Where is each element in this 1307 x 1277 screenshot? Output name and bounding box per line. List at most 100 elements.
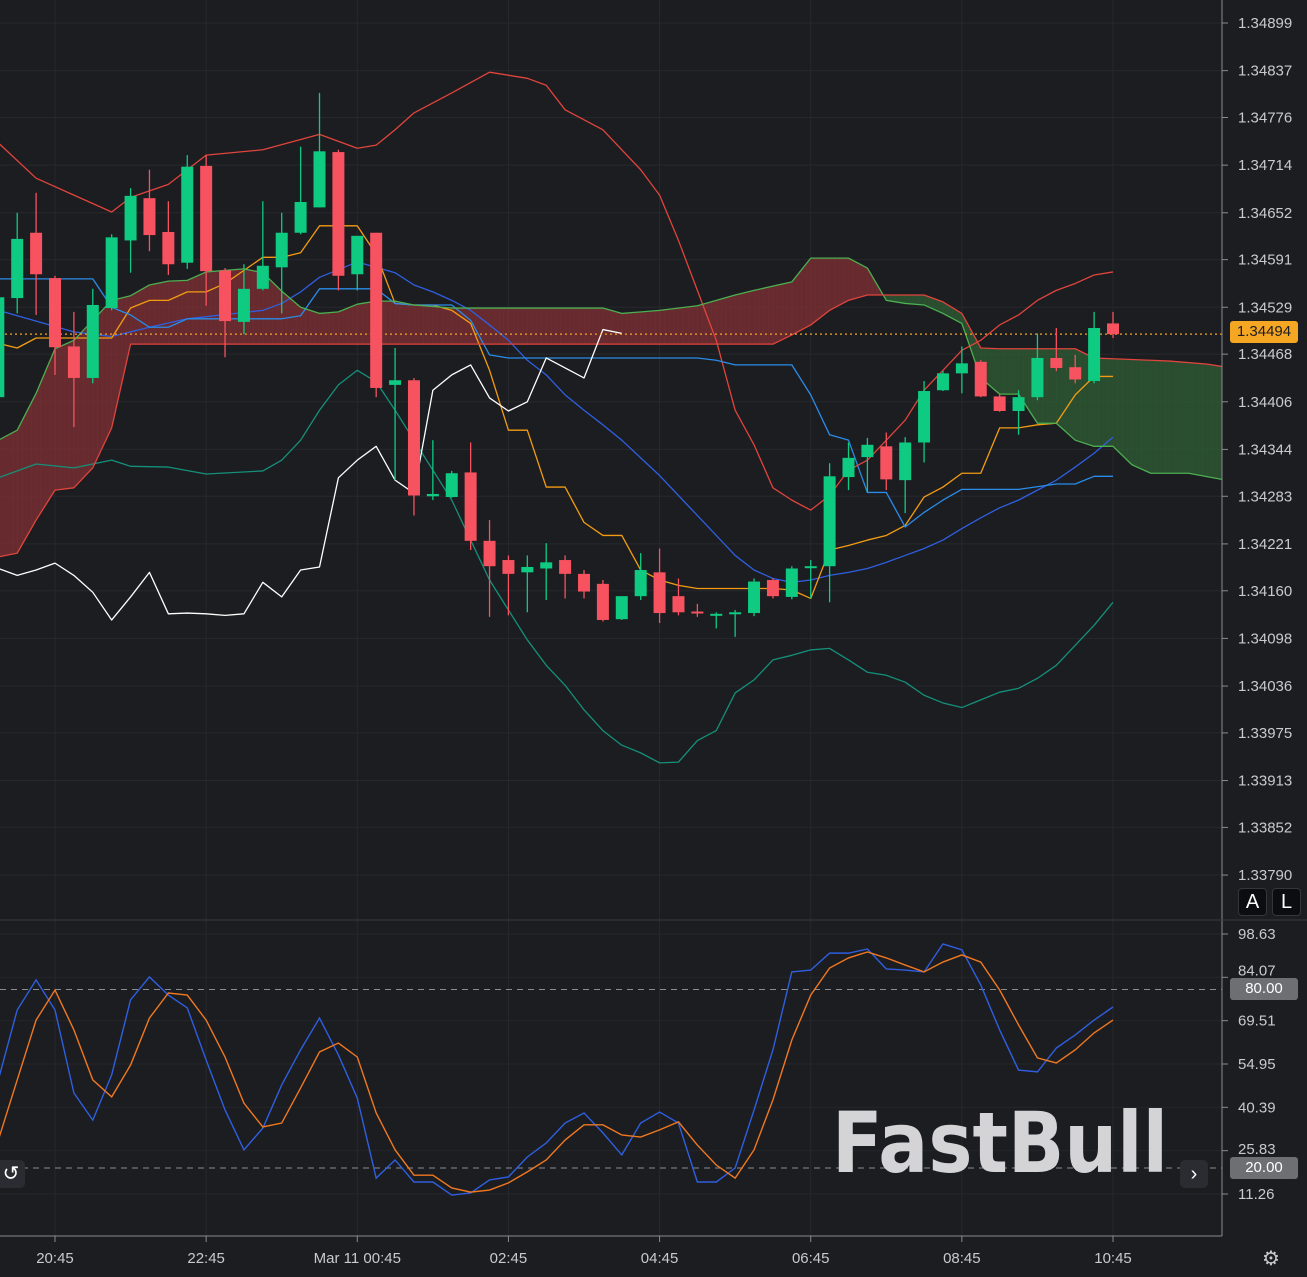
price-tick-label: 1.34529	[1238, 299, 1292, 316]
cloud-segment	[40, 371, 46, 513]
auto-scale-button[interactable]: A	[1238, 888, 1267, 916]
cloud-segment	[1009, 348, 1015, 395]
cloud-segment	[267, 277, 273, 345]
candle	[1069, 354, 1082, 384]
cloud-segment	[735, 293, 741, 345]
candle	[634, 553, 647, 600]
cloud-segment	[626, 312, 632, 345]
candle-body	[0, 297, 5, 398]
scroll-to-latest-button[interactable]: ›	[1180, 1160, 1208, 1188]
cloud-segment	[423, 305, 429, 345]
cloud-segment	[409, 304, 415, 345]
cloud-segment	[683, 306, 689, 345]
cloud-segment	[853, 260, 859, 300]
log-scale-button[interactable]: L	[1272, 888, 1301, 916]
cloud-segment	[253, 270, 259, 345]
candle	[426, 440, 439, 501]
cloud-segment	[872, 276, 878, 295]
candle-body	[804, 566, 817, 569]
cloud-segment	[654, 310, 660, 345]
candle	[124, 188, 137, 273]
cloud-segment	[541, 308, 547, 345]
cloud-segment	[820, 258, 826, 318]
candle	[1088, 311, 1101, 384]
price-tick-label: 1.34160	[1238, 583, 1292, 600]
cloud-segment	[635, 311, 641, 345]
chevron-right-icon: ›	[1190, 1163, 1198, 1185]
cloud-segment	[810, 258, 816, 325]
candle	[842, 442, 855, 491]
cloud-segment	[508, 308, 514, 345]
candle	[11, 212, 24, 314]
candle-body	[237, 288, 250, 322]
price-tick-label: 1.34899	[1238, 15, 1292, 32]
cloud-segment	[102, 305, 108, 448]
cloud-segment	[45, 359, 51, 506]
cloud-segment	[1018, 348, 1024, 402]
cloud-segment	[475, 308, 481, 345]
candle	[899, 437, 912, 514]
price-tick-label: 1.34344	[1238, 441, 1292, 458]
cloud-segment	[909, 294, 915, 305]
candle-body	[445, 473, 458, 498]
price-tick-label: 1.33852	[1238, 819, 1292, 836]
time-tick-label: Mar 11 00:45	[314, 1250, 401, 1267]
cloud-segment	[149, 284, 155, 345]
cloud-segment	[106, 300, 112, 438]
cloud-segment	[900, 294, 906, 304]
cloud-segment	[0, 437, 4, 557]
candle-body	[634, 570, 647, 597]
cloud-segment	[602, 308, 608, 345]
cloud-segment	[437, 306, 443, 345]
cloud-segment	[848, 258, 854, 301]
cloud-segment	[121, 296, 127, 387]
candle-body	[823, 476, 836, 567]
cloud-segment	[687, 306, 693, 345]
candle-body	[1088, 328, 1101, 382]
cloud-segment	[352, 304, 358, 345]
bb-lower-line	[0, 369, 1114, 764]
price-tick-label: 1.34283	[1238, 488, 1292, 505]
cloud-segment	[725, 296, 731, 345]
cloud-segment	[843, 258, 849, 303]
reset-chart-button[interactable]: ↺	[0, 1160, 25, 1188]
cloud-segment	[924, 294, 930, 308]
candle	[521, 555, 534, 613]
candle	[748, 578, 761, 617]
candle	[880, 432, 893, 491]
cloud-segment	[1202, 363, 1208, 477]
cloud-segment	[805, 258, 812, 328]
candle-body	[313, 151, 326, 208]
cloud-segment	[1117, 358, 1123, 456]
stoch-tick-label: 25.83	[1238, 1141, 1276, 1158]
cloud-segment	[163, 281, 169, 345]
candle-body	[1069, 367, 1082, 380]
cloud-segment	[428, 306, 434, 345]
cloud-segment	[720, 297, 727, 345]
cloud-segment	[947, 304, 953, 319]
cloud-segment	[7, 432, 13, 556]
candle-body	[275, 232, 288, 268]
ichimoku-cloud	[0, 258, 1222, 557]
cloud-segment	[994, 348, 1000, 395]
candle	[823, 463, 836, 603]
candle	[596, 580, 609, 622]
cloud-segment	[862, 265, 868, 297]
cloud-segment	[300, 307, 306, 345]
cloud-segment	[1056, 348, 1062, 428]
cloud-segment	[857, 263, 863, 298]
cloud-segment	[532, 308, 538, 345]
candle-body	[899, 442, 912, 481]
cloud-segment	[565, 308, 571, 345]
cloud-segment	[291, 299, 297, 345]
cloud-segment	[971, 330, 977, 365]
candle	[332, 149, 345, 291]
candle	[370, 232, 383, 398]
cloud-segment	[1113, 358, 1119, 451]
candle	[30, 192, 43, 315]
cloud-segment	[560, 308, 566, 345]
gear-icon[interactable]: ⚙	[1262, 1248, 1280, 1270]
cloud-segment	[343, 308, 349, 345]
candle	[445, 470, 458, 498]
